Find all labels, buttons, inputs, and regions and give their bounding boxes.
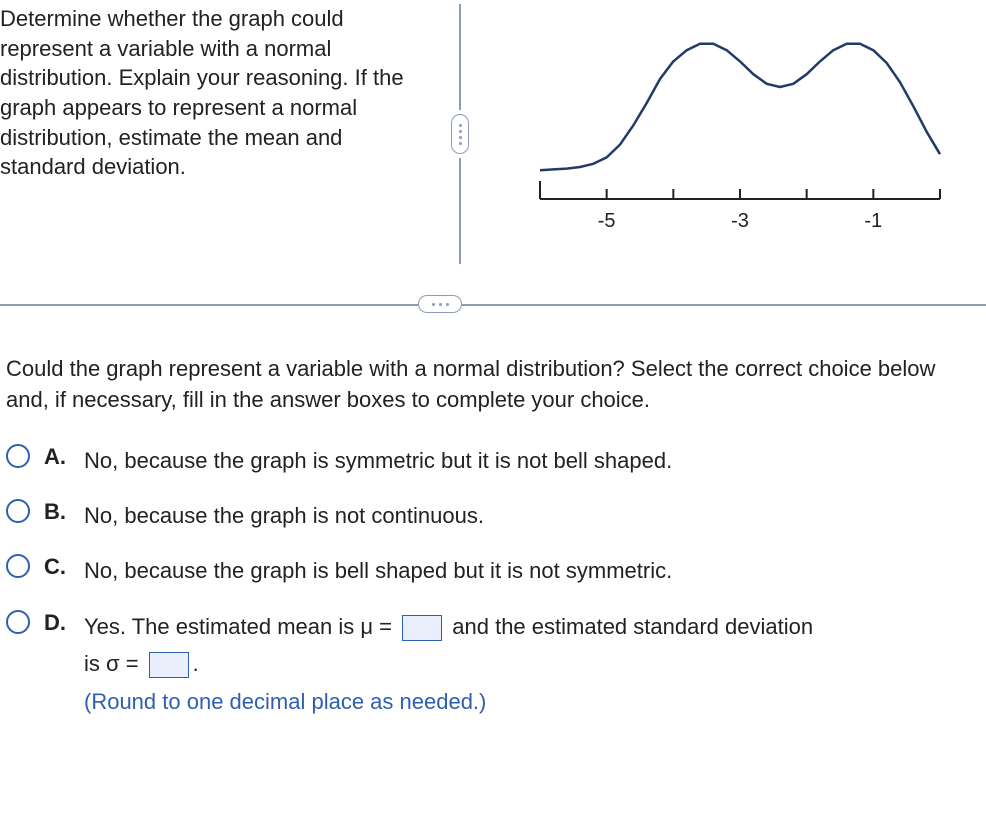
sd-input[interactable] [149,652,189,678]
drag-handle-vertical[interactable] [451,114,469,154]
choice-d-part3: is σ = [84,651,139,676]
radio-a[interactable] [6,444,30,468]
choice-b[interactable]: B. No, because the graph is not continuo… [6,497,980,534]
chart-container: -5 -3 -1 [500,4,986,239]
choice-d-part4: . [193,651,199,676]
choice-c-text: No, because the graph is bell shaped but… [84,552,980,589]
choice-c-letter: C. [44,552,70,583]
svg-text:-5: -5 [598,210,616,232]
top-section: Determine whether the graph could repres… [0,0,986,264]
subquestion-block: Could the graph represent a variable wit… [0,354,986,720]
choice-d-hint: (Round to one decimal place as needed.) [84,689,486,714]
choice-c[interactable]: C. No, because the graph is bell shaped … [6,552,980,589]
choice-d-body: Yes. The estimated mean is μ = and the e… [84,608,980,720]
svg-text:-1: -1 [864,210,882,232]
choice-b-text: No, because the graph is not continuous. [84,497,980,534]
question-prompt: Determine whether the graph could repres… [0,4,420,182]
choice-a-text: No, because the graph is symmetric but i… [84,442,980,479]
choice-d-part1: Yes. The estimated mean is μ = [84,614,392,639]
svg-text:-3: -3 [731,210,749,232]
choices-group: A. No, because the graph is symmetric bu… [6,442,980,720]
horizontal-divider [0,284,986,324]
mean-input[interactable] [402,615,442,641]
drag-handle-horizontal[interactable] [418,295,462,313]
choice-d-part2: and the estimated standard deviation [452,614,813,639]
choice-a[interactable]: A. No, because the graph is symmetric bu… [6,442,980,479]
choice-a-letter: A. [44,442,70,473]
subquestion-text: Could the graph represent a variable wit… [6,354,980,416]
radio-d[interactable] [6,610,30,634]
radio-b[interactable] [6,499,30,523]
vertical-divider [420,4,500,264]
choice-d-letter: D. [44,608,70,639]
choice-b-letter: B. [44,497,70,528]
radio-c[interactable] [6,554,30,578]
choice-d[interactable]: D. Yes. The estimated mean is μ = and th… [6,608,980,720]
distribution-chart: -5 -3 -1 [530,19,950,239]
